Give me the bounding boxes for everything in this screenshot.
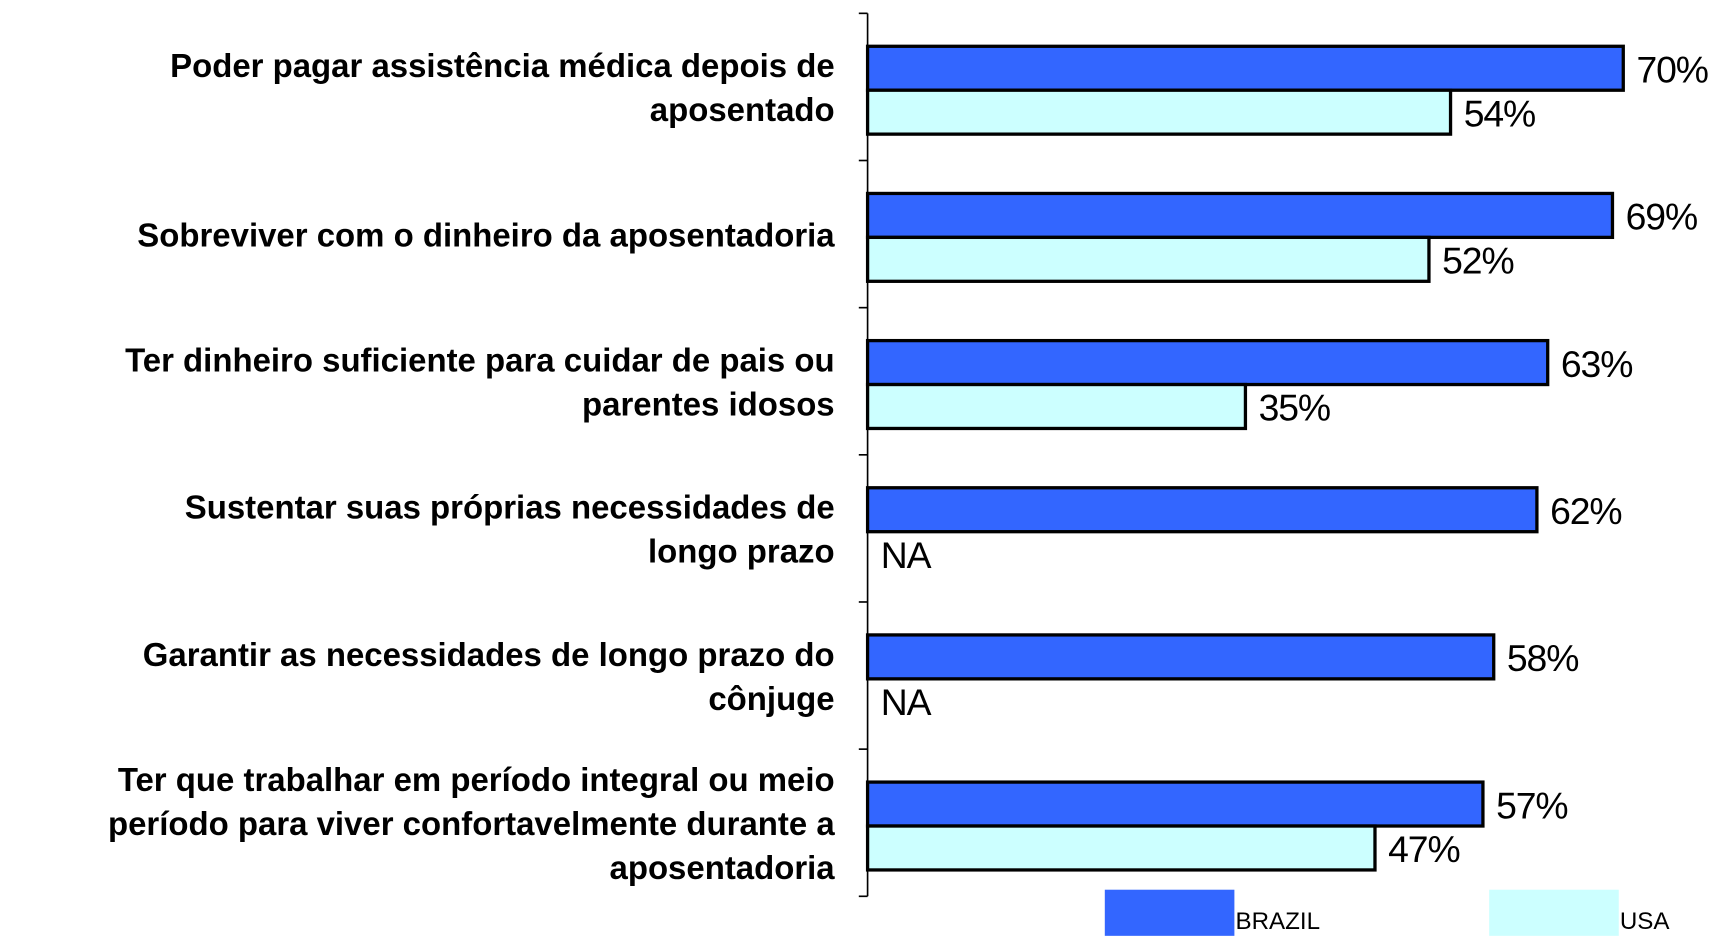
value-label: 62% [1550,490,1621,532]
category-label: Ter dinheiro suficiente para cuidar de p… [125,341,835,422]
category-line: Poder pagar assistência médica depois de [170,47,835,84]
bar [865,235,1431,283]
legend-swatch [1104,889,1235,936]
category-line: Ter dinheiro suficiente para cuidar de p… [125,341,835,378]
category-line: aposentado [650,91,835,128]
legend-label: BRAZIL [1235,908,1320,935]
category-line: Sustentar suas próprias necessidades de [185,488,835,525]
bar [865,44,1625,92]
value-label: NA [881,534,932,576]
value-label: 54% [1464,92,1535,134]
category-label: Poder pagar assistência médica depois de… [170,47,835,128]
bar [865,486,1539,534]
bar [865,633,1496,681]
category-label: Garantir as necessidades de longo prazo … [143,636,835,717]
value-label: NA [881,681,932,723]
value-label: 69% [1626,196,1697,238]
value-label: 57% [1496,784,1567,826]
bar [865,191,1615,240]
category-label: Sobreviver com o dinheiro da aposentador… [137,216,835,253]
category-line: longo prazo [648,532,835,569]
value-label: 35% [1259,387,1330,429]
value-label: 58% [1507,637,1578,679]
category-line: período para viver confortavelmente dura… [108,805,835,842]
value-label: 47% [1388,828,1459,870]
bar [865,338,1550,387]
category-line: Sobreviver com o dinheiro da aposentador… [137,216,835,253]
value-label: 52% [1442,240,1513,282]
category-label: Ter que trabalhar em período integral ou… [108,761,835,886]
category-line: aposentadoria [610,849,836,886]
bar [865,780,1485,828]
category-line: Ter que trabalhar em período integral ou… [118,761,835,798]
value-label: 63% [1561,343,1632,385]
bar [865,382,1248,431]
legend-swatch [1489,889,1619,936]
bar [865,88,1453,136]
bar [865,824,1377,872]
category-line: cônjuge [708,680,834,717]
legend-label: USA [1620,908,1671,935]
value-label: 70% [1636,49,1707,91]
category-line: Garantir as necessidades de longo prazo … [143,636,835,673]
category-label: Sustentar suas próprias necessidades de l… [185,488,835,569]
category-line: parentes idosos [582,385,835,422]
